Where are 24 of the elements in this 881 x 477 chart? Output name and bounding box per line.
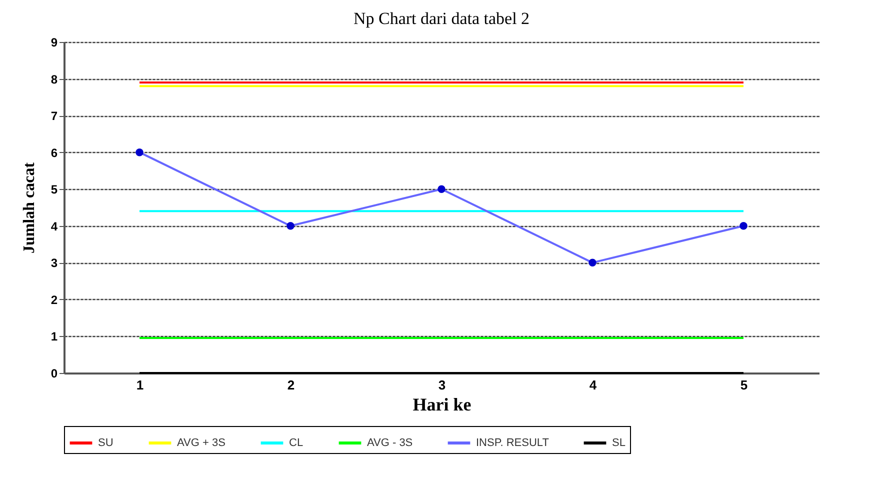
legend-label: SL [612, 437, 626, 449]
x-tick-label: 4 [589, 378, 598, 392]
x-tick-label: 1 [136, 378, 144, 392]
x-tick-label: 2 [287, 378, 295, 392]
legend-label: AVG + 3S [177, 437, 226, 449]
x-tick-label: 3 [438, 378, 446, 392]
y-axis-title: Jumlah cacat [20, 162, 38, 254]
chart-title: Np Chart dari data tabel 2 [353, 9, 530, 28]
legend-label: AVG - 3S [367, 437, 413, 449]
x-tick-label: 5 [740, 378, 748, 392]
y-tick-label: 2 [50, 292, 58, 307]
legend-label: SU [98, 437, 114, 449]
legend-label: CL [289, 437, 304, 449]
legend-label: INSP. RESULT [476, 437, 550, 449]
x-axis-title: Hari ke [412, 394, 472, 414]
y-tick-label: 7 [50, 109, 58, 124]
y-tick-label: 8 [50, 72, 58, 86]
y-tick-label: 5 [50, 182, 58, 197]
y-tick-label: 9 [50, 36, 58, 50]
y-tick-label: 6 [50, 146, 58, 160]
y-tick-label: 0 [50, 366, 58, 380]
y-tick-label: 4 [50, 219, 58, 234]
y-tick-label: 3 [50, 256, 58, 270]
y-tick-label: 1 [50, 330, 58, 344]
